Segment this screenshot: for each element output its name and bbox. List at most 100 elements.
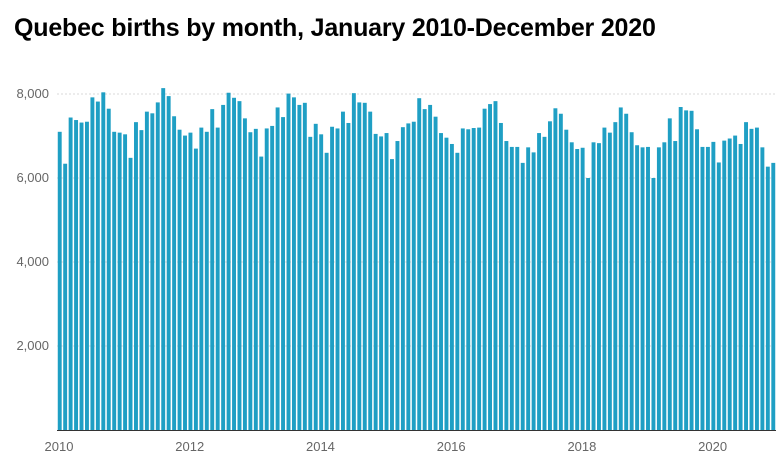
- bar: [373, 133, 378, 430]
- bar: [695, 129, 699, 430]
- bar: [558, 113, 563, 431]
- bar: [264, 128, 269, 430]
- bar: [760, 147, 765, 430]
- bar: [711, 141, 716, 430]
- bar: [368, 111, 373, 430]
- bar: [504, 141, 509, 431]
- bar: [68, 117, 73, 431]
- bar: [673, 141, 678, 431]
- bar: [161, 88, 166, 431]
- bar: [74, 120, 79, 430]
- y-tick-label: 6,000: [16, 170, 49, 185]
- bar: [586, 178, 591, 430]
- bar: [183, 135, 187, 430]
- bar: [738, 143, 743, 431]
- bar: [417, 98, 422, 430]
- bar: [150, 113, 155, 430]
- bar: [591, 142, 596, 431]
- bar: [79, 122, 84, 430]
- x-tick-label: 2016: [437, 439, 466, 454]
- bar: [754, 127, 759, 430]
- bar: [362, 102, 367, 430]
- bar: [722, 140, 727, 430]
- bar: [134, 122, 138, 430]
- bar: [607, 132, 612, 430]
- bar: [439, 133, 443, 430]
- bar: [482, 108, 487, 430]
- bar: [357, 102, 362, 431]
- bar: [172, 116, 177, 430]
- bar: [302, 102, 307, 430]
- bar: [564, 129, 569, 430]
- bar: [286, 93, 291, 430]
- bar: [569, 142, 574, 431]
- bar: [635, 145, 640, 431]
- bar: [281, 117, 286, 430]
- bar: [204, 131, 209, 431]
- bar: [248, 132, 253, 430]
- bar: [308, 136, 313, 430]
- bar: [166, 96, 171, 430]
- bar: [144, 111, 149, 430]
- bar: [215, 127, 220, 430]
- bar: [259, 156, 264, 430]
- bar: [531, 152, 536, 430]
- bar: [57, 131, 62, 431]
- bar: [449, 143, 454, 431]
- bar: [84, 121, 89, 430]
- bar: [324, 152, 329, 431]
- bar: [656, 147, 661, 430]
- bar: [428, 104, 433, 431]
- bar: [471, 128, 476, 430]
- bar: [351, 93, 356, 430]
- bar: [646, 146, 650, 431]
- bar: [678, 107, 683, 431]
- bar: [390, 159, 394, 430]
- bar: [341, 111, 345, 430]
- bar: [651, 178, 656, 430]
- bar: [346, 122, 351, 430]
- bar: [547, 121, 552, 431]
- bar: [232, 97, 236, 430]
- bar: [106, 108, 111, 430]
- bar: [297, 104, 302, 431]
- bar: [395, 141, 400, 431]
- bar: [733, 135, 738, 430]
- x-tick-label: 2010: [45, 439, 74, 454]
- bar: [553, 108, 558, 430]
- bar: [319, 134, 324, 430]
- bar: [199, 127, 204, 430]
- y-tick-label: 8,000: [16, 86, 49, 101]
- bar: [221, 104, 226, 431]
- bar: [765, 166, 770, 430]
- bar: [689, 110, 694, 431]
- bar: [684, 110, 689, 430]
- bar: [139, 130, 144, 430]
- bar: [460, 128, 465, 430]
- bar: [117, 132, 122, 430]
- bar: [640, 147, 645, 430]
- bar: [90, 97, 95, 431]
- bar: [253, 128, 258, 431]
- bar: [101, 92, 106, 430]
- bar: [618, 107, 623, 430]
- bar: [330, 126, 335, 430]
- x-tick-label: 2014: [306, 439, 335, 454]
- bar: [444, 137, 449, 430]
- bar: [400, 127, 405, 431]
- x-tick-label: 2012: [175, 439, 204, 454]
- chart-title: Quebec births by month, January 2010-Dec…: [14, 14, 656, 42]
- bar: [237, 101, 242, 430]
- bar: [629, 132, 634, 430]
- bar: [575, 149, 580, 430]
- bar: [727, 138, 732, 430]
- bar: [193, 148, 198, 430]
- bar: [580, 147, 585, 430]
- bar: [667, 118, 672, 431]
- bar: [384, 133, 389, 430]
- y-tick-label: 4,000: [16, 254, 49, 269]
- bar: [63, 163, 68, 430]
- bar: [771, 162, 776, 430]
- bar: [313, 123, 318, 430]
- bar: [210, 109, 215, 431]
